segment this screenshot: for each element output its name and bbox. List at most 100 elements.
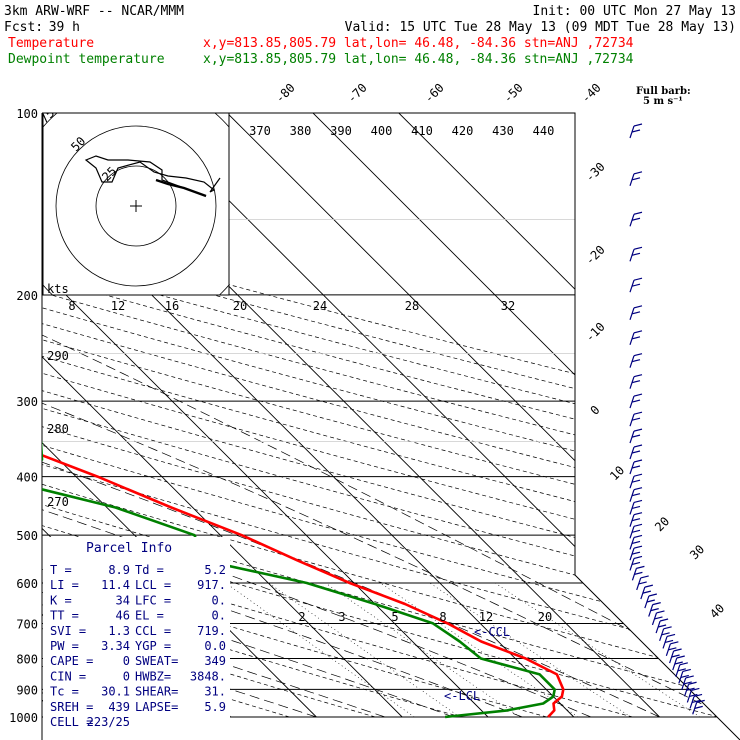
wind-barb-flag: [631, 479, 641, 483]
wind-barb: [629, 534, 643, 550]
theta-label: 440: [533, 124, 555, 138]
parcel-field-label: SHEAR=: [135, 685, 178, 699]
parcel-field-label: T =: [50, 563, 72, 577]
wind-barb: [629, 487, 643, 502]
wind-barb-flag: [633, 545, 643, 549]
mixing-ratio-label: 24: [313, 299, 327, 313]
wind-barb-flag: [642, 590, 651, 594]
wind-barb: [689, 693, 703, 709]
parcel-field-value: 719.: [197, 624, 226, 638]
full-barb-value: 5 m s⁻¹: [643, 96, 683, 107]
dry-adiabat-line: [42, 113, 376, 718]
moist-adiabat-line: [42, 294, 454, 718]
wind-barb-flag: [633, 374, 643, 378]
parcel-title: Parcel Info: [86, 541, 172, 556]
wind-barb-flag: [631, 493, 641, 497]
wind-barb-flag: [631, 217, 641, 221]
parcel-field-label: PW =: [50, 639, 79, 653]
wind-barb: [651, 610, 665, 626]
mixing-ratio-label: 32: [501, 299, 515, 313]
parcel-field-value: 439: [108, 700, 130, 714]
mixing-ratio-label: 16: [165, 299, 179, 313]
wind-barb: [636, 575, 649, 591]
dewpoint-location: x,y=813.85,805.79 lat,lon= 46.48, -84.36…: [203, 52, 634, 67]
wind-barb-flag: [631, 129, 641, 133]
temperature-profile-line: [42, 113, 565, 718]
wind-barb-flag: [633, 444, 643, 448]
wind-barb-flag: [676, 655, 685, 659]
wind-barb-flag: [657, 624, 667, 628]
wind-barb: [629, 411, 643, 427]
parcel-field-label: CIN =: [50, 669, 86, 683]
parcel-field-label: EL =: [135, 609, 164, 623]
wind-barb-flag: [634, 571, 643, 575]
hodograph-ring: [55, 125, 217, 287]
lcl-marker: <-LCL: [444, 689, 480, 703]
wind-barb: [629, 246, 643, 262]
wind-barb: [662, 633, 676, 649]
wind-barb-flag: [688, 681, 697, 685]
isotherm-label: -40: [579, 81, 604, 106]
isotherm-label: -20: [583, 243, 608, 268]
dewpoint-legend: Dewpoint temperature: [8, 52, 165, 67]
wind-barb: [629, 277, 643, 293]
wind-barb: [631, 565, 645, 581]
parcel-field-value: 3.34: [101, 639, 130, 653]
wind-barb: [644, 593, 657, 609]
parcel-field-value: 0.: [212, 609, 226, 623]
wind-barb-flag: [682, 668, 691, 673]
wind-barb-flag: [679, 662, 688, 666]
parcel-field-value: 0.: [212, 593, 226, 607]
parcel-field-label: K =: [50, 593, 72, 607]
wind-barb-flag: [631, 359, 641, 363]
mixing-ratio-line: [268, 582, 460, 718]
wind-barb-flag: [652, 602, 661, 606]
wind-barb-flag: [631, 434, 641, 438]
parcel-field-label: SREH =: [50, 700, 93, 714]
pressure-label: 500: [16, 529, 38, 543]
wind-barb-flag: [633, 459, 643, 463]
theta-label: 420: [452, 124, 474, 138]
mixing-ratio-label: 2: [298, 610, 305, 624]
pressure-label: 800: [16, 652, 38, 666]
wind-barb-flag: [674, 661, 683, 665]
wind-barb-flag: [631, 311, 641, 315]
pressure-label: 1000: [9, 711, 38, 725]
wind-barb-flag: [683, 681, 692, 685]
wind-barb-flag: [633, 305, 643, 309]
parcel-field-value: 3848.: [190, 669, 226, 683]
isotherm-label: 10: [607, 463, 627, 483]
mixing-ratio-label: 20: [233, 299, 247, 313]
wind-barb-flag: [633, 277, 643, 281]
wind-barb: [629, 512, 643, 527]
wind-barb: [665, 641, 679, 657]
parcel-field-label: LFC =: [135, 593, 171, 607]
theta-label: 280: [47, 422, 69, 436]
init-time: Init: 00 UTC Mon 27 May 13: [533, 4, 737, 19]
wind-barbs: [629, 123, 705, 715]
wind-barb-flag: [633, 246, 643, 250]
wind-barb: [692, 699, 705, 715]
mixing-ratio-line: [429, 582, 631, 718]
mixing-ratio-label: 8: [439, 610, 446, 624]
isotherm-label: -60: [422, 81, 447, 106]
wind-barb-flag: [631, 465, 641, 469]
parcel-field-value: 5.9: [204, 700, 226, 714]
wind-barb-flag: [633, 171, 643, 175]
wind-barb-flag: [631, 518, 641, 522]
isotherm-line: [42, 113, 489, 718]
wind-barb-flag: [631, 336, 641, 340]
wind-barb-flag: [644, 584, 653, 588]
wind-barb-flag: [631, 177, 641, 181]
wind-barb: [629, 171, 643, 187]
pressure-label: 100: [16, 107, 38, 121]
chart-header: 3km ARW-WRF -- NCAR/MMM Init: 00 UTC Mon…: [4, 4, 736, 107]
parcel-field-value: 34: [116, 593, 130, 607]
isotherm-label: 20: [652, 514, 672, 534]
theta-label: 430: [492, 124, 514, 138]
wind-barb-flag: [633, 393, 643, 397]
wind-barb: [629, 374, 643, 389]
hodograph-units: kts: [47, 282, 69, 296]
parcel-field-label: YGP =: [135, 639, 171, 653]
wind-barb-flag: [654, 616, 663, 620]
